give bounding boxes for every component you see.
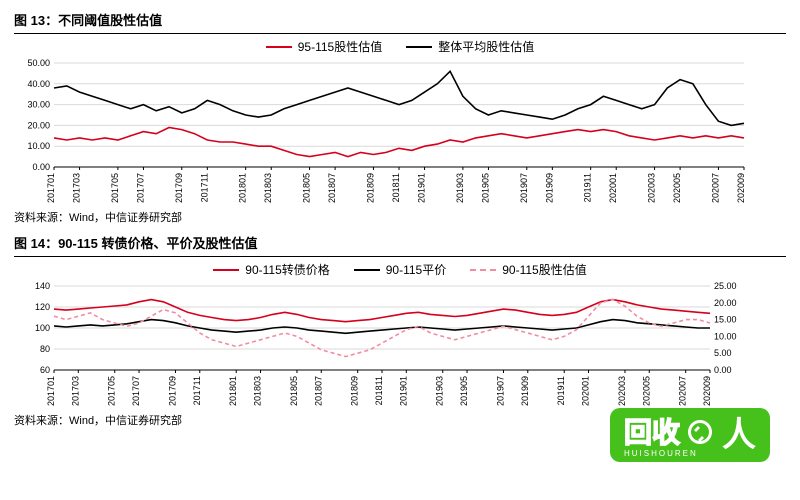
svg-text:201811: 201811 (391, 173, 401, 202)
svg-text:5.00: 5.00 (714, 348, 732, 358)
svg-text:20.00: 20.00 (714, 298, 737, 308)
svg-text:201711: 201711 (192, 376, 202, 405)
svg-text:100: 100 (35, 323, 50, 333)
svg-text:202009: 202009 (702, 376, 712, 406)
svg-text:201905: 201905 (459, 376, 469, 406)
series-line (54, 71, 744, 125)
legend-swatch (266, 46, 292, 48)
svg-text:201911: 201911 (583, 173, 593, 202)
svg-text:201701: 201701 (46, 376, 56, 406)
svg-text:202003: 202003 (617, 376, 627, 406)
svg-text:201911: 201911 (556, 376, 566, 405)
svg-text:25.00: 25.00 (714, 281, 737, 291)
svg-text:201909: 201909 (544, 173, 554, 203)
svg-text:201809: 201809 (365, 173, 375, 203)
chart-13-block: 图 13：不同阈值股性估值 95-115股性估值 整体平均股性估值 0.00 10.… (14, 8, 786, 225)
chart-13-legend: 95-115股性估值 整体平均股性估值 (14, 38, 786, 55)
svg-text:202009: 202009 (736, 173, 746, 203)
svg-text:0.00: 0.00 (714, 365, 732, 375)
legend-item: 90-115转债价格 (213, 261, 329, 278)
svg-text:201705: 201705 (110, 173, 120, 203)
svg-text:HUISHOUREN: HUISHOUREN (624, 449, 698, 458)
svg-text:0.00: 0.00 (32, 162, 50, 172)
svg-text:201711: 201711 (199, 173, 209, 202)
svg-text:40.00: 40.00 (27, 79, 50, 89)
svg-text:120: 120 (35, 302, 50, 312)
svg-text:202007: 202007 (678, 376, 688, 406)
svg-text:201909: 201909 (520, 376, 530, 406)
svg-text:201705: 201705 (107, 376, 117, 406)
svg-text:202005: 202005 (641, 376, 651, 406)
chart-13-source: 资料来源：Wind，中信证券研究部 (14, 209, 786, 225)
svg-text:201901: 201901 (417, 173, 427, 203)
legend-swatch (406, 46, 432, 48)
svg-text:15.00: 15.00 (714, 315, 737, 325)
svg-text:201707: 201707 (131, 376, 141, 406)
svg-text:201805: 201805 (289, 376, 299, 406)
svg-text:202001: 202001 (608, 173, 618, 203)
svg-text:201801: 201801 (238, 173, 248, 203)
svg-text:50.00: 50.00 (27, 58, 50, 68)
series-line (54, 300, 710, 322)
svg-text:201709: 201709 (174, 173, 184, 203)
svg-text:201907: 201907 (519, 173, 529, 203)
svg-text:201707: 201707 (135, 173, 145, 203)
svg-text:201805: 201805 (302, 173, 312, 203)
legend-label: 90-115平价 (386, 261, 446, 278)
svg-text:201901: 201901 (398, 376, 408, 406)
svg-text:60: 60 (40, 365, 50, 375)
svg-text:201703: 201703 (70, 376, 80, 406)
svg-text:201811: 201811 (374, 376, 384, 405)
legend-item: 95-115股性估值 (266, 38, 382, 55)
legend-label: 90-115转债价格 (245, 261, 329, 278)
chart-13-title: 图 13：不同阈值股性估值 (14, 8, 786, 34)
chart-14-source: 资料来源：Wind，中信证券研究部 (14, 412, 786, 428)
legend-label: 95-115股性估值 (298, 38, 382, 55)
svg-text:140: 140 (35, 281, 50, 291)
legend-swatch (354, 269, 380, 271)
svg-text:20.00: 20.00 (27, 120, 50, 130)
svg-text:10.00: 10.00 (27, 141, 50, 151)
svg-text:201807: 201807 (313, 376, 323, 406)
legend-label: 90-115股性估值 (502, 261, 586, 278)
svg-text:201709: 201709 (167, 376, 177, 406)
svg-text:201809: 201809 (350, 376, 360, 406)
svg-text:202007: 202007 (710, 173, 720, 203)
chart-14-plot: 60 80 100 120 140 0.00 5.00 10.00 15.00 20.00 25.0… (14, 280, 754, 410)
legend-item: 90-115平价 (354, 261, 446, 278)
svg-text:201801: 201801 (228, 376, 238, 406)
svg-text:201903: 201903 (455, 173, 465, 203)
svg-text:10.00: 10.00 (714, 331, 737, 341)
svg-text:201905: 201905 (480, 173, 490, 203)
legend-swatch (470, 269, 496, 271)
svg-text:201907: 201907 (495, 376, 505, 406)
svg-text:201807: 201807 (327, 173, 337, 203)
chart-14-title: 图 14：90-115 转债价格、平价及股性估值 (14, 231, 786, 257)
svg-text:201803: 201803 (253, 376, 263, 406)
svg-text:80: 80 (40, 344, 50, 354)
series-line (54, 128, 744, 157)
legend-item: 整体平均股性估值 (406, 38, 534, 55)
chart-13-plot: 0.00 10.00 20.00 30.00 40.00 50.00 201701 20170… (14, 57, 754, 207)
legend-label: 整体平均股性估值 (438, 38, 534, 55)
svg-text:201803: 201803 (263, 173, 273, 203)
legend-swatch (213, 269, 239, 271)
svg-text:202005: 202005 (672, 173, 682, 203)
svg-text:202001: 202001 (581, 376, 591, 406)
series-line (54, 320, 710, 334)
legend-item: 90-115股性估值 (470, 261, 586, 278)
svg-text:201703: 201703 (72, 173, 82, 203)
chart-14-block: 图 14：90-115 转债价格、平价及股性估值 90-115转债价格90-11… (14, 231, 786, 428)
svg-text:30.00: 30.00 (27, 100, 50, 110)
svg-text:202003: 202003 (647, 173, 657, 203)
chart-14-legend: 90-115转债价格 90-115平价 90-115股性估值 (14, 261, 786, 278)
svg-text:201701: 201701 (46, 173, 56, 203)
svg-text:201903: 201903 (435, 376, 445, 406)
